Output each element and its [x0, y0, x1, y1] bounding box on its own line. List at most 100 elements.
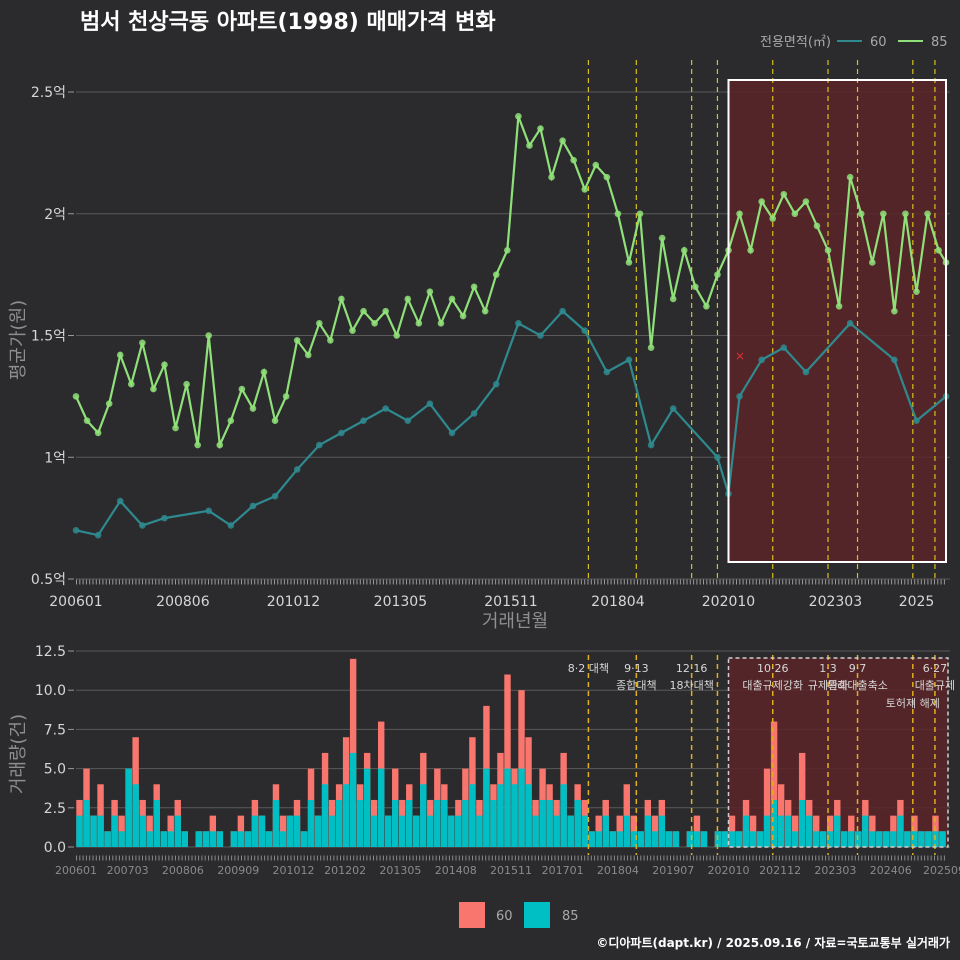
- price-point-60: [846, 320, 854, 327]
- volume-bar-85: [525, 784, 532, 847]
- volume-bar-85: [342, 784, 350, 847]
- volume-bar-85: [448, 815, 455, 847]
- top-legend: 전용면적(㎡) 60 85: [760, 35, 948, 50]
- volume-y-axis: 0.0 2.5 5.0 7.5 10.0 12.5: [35, 644, 74, 856]
- recent-period-highlight: [728, 80, 946, 562]
- price-point-85: [680, 246, 688, 254]
- volume-bar-85: [434, 799, 441, 847]
- price-point-85: [94, 429, 102, 437]
- volume-bar-85: [195, 831, 202, 847]
- recent-period-frame: [727, 79, 947, 563]
- policy-label-name: 대출규제강화: [742, 679, 803, 692]
- price-point-85: [448, 295, 456, 303]
- volume-bar-85: [321, 784, 329, 847]
- price-point-85: [183, 380, 190, 388]
- volume-bar-85: [588, 831, 595, 847]
- volume-bar-85: [827, 831, 834, 847]
- policy-label-date: 8·2 대책: [568, 662, 609, 675]
- policy-lines-price: [587, 60, 936, 580]
- price-point-60: [515, 320, 522, 327]
- volume-bar-85: [918, 831, 925, 847]
- price-point-60: [426, 400, 434, 407]
- price-point-85: [116, 351, 124, 359]
- price-point-85: [791, 210, 799, 218]
- volume-bar-85: [897, 815, 904, 847]
- price-x-tick-label: 200601: [49, 594, 102, 610]
- price-point-85: [581, 186, 589, 193]
- volume-y-tick-label: 7.5: [44, 722, 66, 738]
- volume-bar-85: [749, 831, 757, 847]
- volume-bar-85: [377, 768, 385, 847]
- volume-bar-85: [160, 831, 167, 847]
- volume-bar-85: [862, 815, 869, 847]
- volume-x-tick-label: 201408: [435, 864, 477, 877]
- volume-bar-85: [406, 799, 413, 847]
- volume-bar-85: [651, 831, 659, 847]
- price-point-60: [161, 514, 168, 522]
- price-point-60: [139, 522, 146, 529]
- volume-bar-85: [925, 831, 932, 847]
- volume-bar-85: [258, 815, 266, 847]
- bottom-legend-label-60: 60: [496, 909, 513, 924]
- price-x-axis-title: 거래년월: [482, 611, 548, 632]
- volume-bar-85: [399, 815, 406, 847]
- volume-x-tick-label: 201511: [490, 864, 532, 877]
- price-point-60: [360, 417, 367, 425]
- price-point-85: [647, 344, 655, 351]
- volume-bar-85: [553, 815, 560, 847]
- volume-x-tick-label: 200601: [55, 864, 97, 877]
- price-y-tick-label: 1.5억: [31, 329, 66, 345]
- volume-bar-85: [118, 831, 125, 847]
- price-point-60: [448, 429, 456, 437]
- volume-bar-85: [539, 799, 546, 847]
- price-point-60: [758, 356, 765, 364]
- price-x-tick-label: 2025: [899, 594, 935, 610]
- volume-bar-85: [623, 815, 630, 847]
- price-point-85: [824, 246, 832, 254]
- volume-bar-85: [125, 768, 132, 847]
- volume-y-axis-title: 거래량(건): [8, 714, 29, 794]
- price-point-60: [581, 327, 589, 334]
- policy-label-date: 12·16: [676, 662, 708, 675]
- volume-x-tick-label: 200909: [217, 864, 259, 877]
- price-point-85: [139, 339, 146, 347]
- volume-bar-85: [770, 799, 778, 847]
- volume-bar-85: [784, 815, 792, 847]
- volume-x-tick-label: 202303: [814, 864, 856, 877]
- volume-bar-85: [658, 815, 666, 847]
- volume-x-tick-label: 202509: [923, 864, 960, 877]
- price-x-tick-label: 201804: [591, 594, 645, 610]
- volume-bar-85: [911, 831, 918, 847]
- volume-bar-85: [560, 784, 567, 847]
- volume-x-tick-label: 201012: [273, 864, 315, 877]
- volume-bar-85: [300, 831, 308, 847]
- price-point-85: [669, 295, 677, 303]
- policy-label-date: 1·3: [819, 662, 837, 675]
- price-point-60: [669, 405, 677, 412]
- price-y-tick-label: 1억: [44, 450, 66, 466]
- price-point-85: [703, 302, 710, 310]
- volume-bar-85: [777, 815, 785, 847]
- volume-bar-85: [637, 831, 645, 847]
- price-point-60: [338, 429, 345, 437]
- volume-bar-85: [869, 831, 876, 847]
- bottom-legend-label-85: 85: [562, 909, 579, 924]
- price-point-85: [736, 210, 743, 218]
- price-point-85: [592, 161, 600, 169]
- price-point-60: [293, 466, 301, 473]
- volume-bar-85: [483, 768, 490, 847]
- volume-x-tick-label: 202010: [708, 864, 750, 877]
- volume-bar-85: [890, 831, 897, 847]
- volume-bar-85: [644, 815, 652, 847]
- volume-bar-85: [686, 831, 694, 847]
- volume-bar-85: [574, 799, 581, 847]
- volume-bar-85: [904, 831, 911, 847]
- volume-bar-60: [798, 752, 806, 847]
- price-point-85: [260, 368, 268, 376]
- price-point-85: [636, 210, 644, 218]
- policy-label-name: 18차대책: [669, 679, 713, 692]
- volume-bar-85: [216, 831, 224, 847]
- price-point-85: [371, 320, 378, 327]
- volume-x-tick-label: 202406: [870, 864, 912, 877]
- price-point-60: [625, 356, 633, 364]
